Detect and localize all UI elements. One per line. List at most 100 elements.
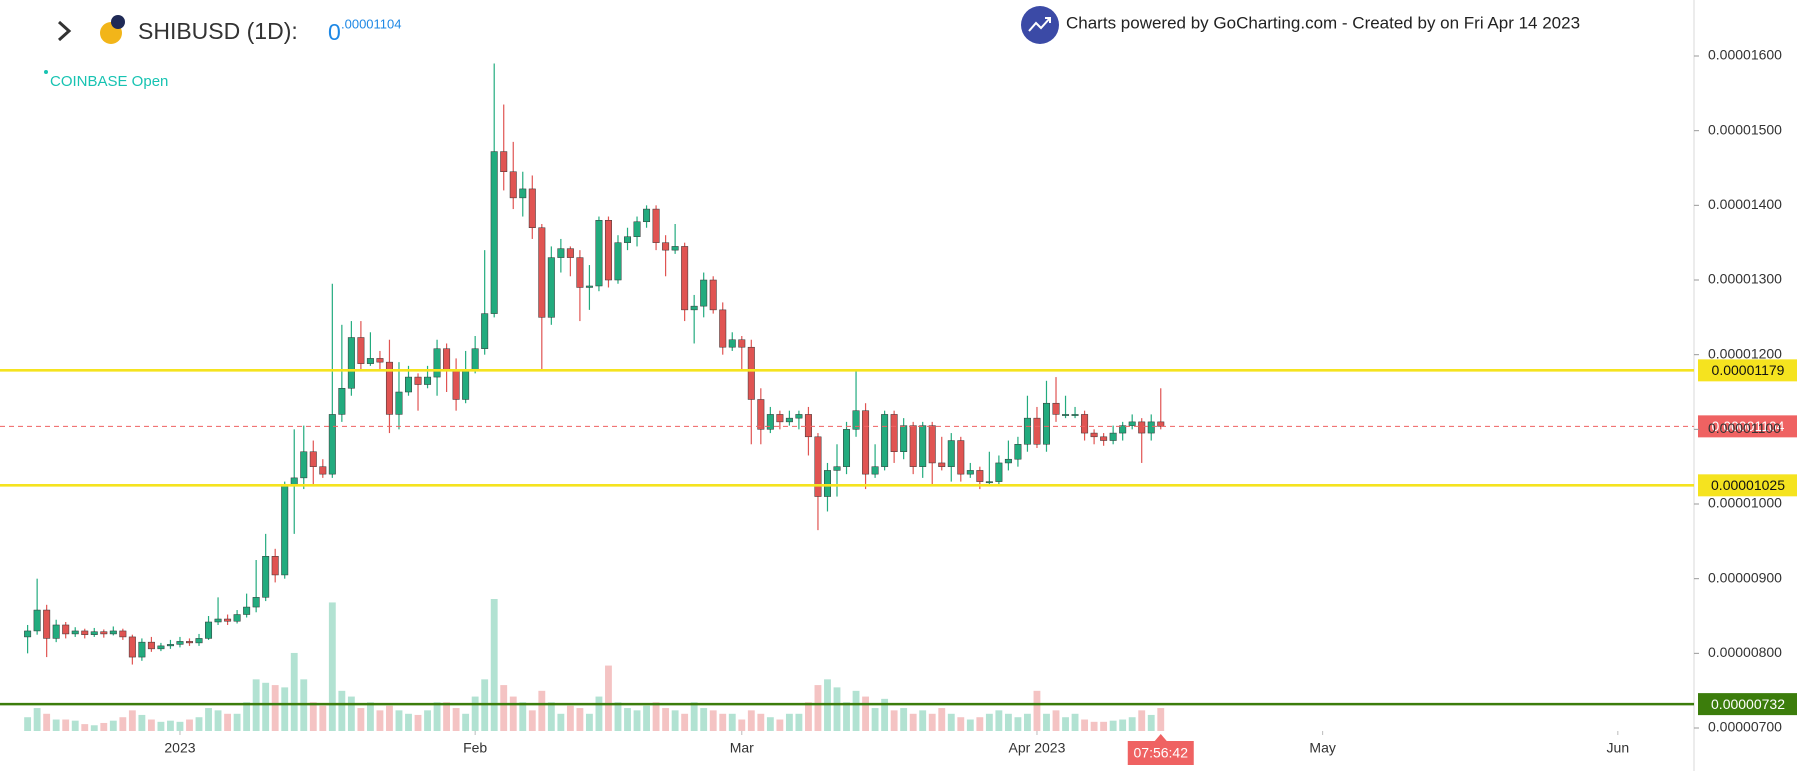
volume-bar xyxy=(176,721,184,731)
candle-body xyxy=(500,151,508,172)
volume-bar xyxy=(528,710,536,731)
candle-body xyxy=(1147,421,1155,434)
volume-bar xyxy=(585,713,593,731)
volume-bar xyxy=(1100,721,1108,731)
candle-body xyxy=(976,470,984,482)
x-tick-label: Jun xyxy=(1607,740,1630,756)
volume-bar xyxy=(633,710,641,731)
candle-body xyxy=(566,248,574,258)
candle-body xyxy=(414,376,422,385)
volume-bar xyxy=(652,702,660,731)
volume-bar xyxy=(881,698,889,731)
volume-bar xyxy=(471,696,479,731)
candle-body xyxy=(424,376,432,385)
volume-bar xyxy=(424,710,431,731)
candle-body xyxy=(385,361,393,415)
candle-body xyxy=(290,477,298,485)
volume-bar xyxy=(309,702,317,731)
volume-bar xyxy=(452,708,460,731)
y-tick-label: 0.00001100 xyxy=(1708,420,1781,436)
volume-bar xyxy=(1090,721,1098,731)
x-tick-label: Feb xyxy=(463,740,487,756)
volume-bar xyxy=(1119,719,1127,731)
volume-bar xyxy=(366,702,374,731)
countdown-pointer xyxy=(1154,734,1167,741)
volume-bar xyxy=(833,687,841,731)
candle-body xyxy=(157,645,165,650)
logo-arrow xyxy=(1028,17,1051,32)
volume-bar xyxy=(862,696,869,731)
volume-bar xyxy=(1109,720,1117,731)
candle-body xyxy=(33,609,41,632)
countdown: 07:56:42 xyxy=(1134,745,1189,761)
volume-bar xyxy=(1043,713,1050,731)
level-price-label: 0.00001025 xyxy=(1711,477,1785,493)
candle-body xyxy=(1014,444,1022,460)
collapse-chevron[interactable] xyxy=(57,20,72,42)
volume-bar xyxy=(995,710,1003,731)
volume-bar xyxy=(509,696,517,731)
candle-body xyxy=(938,462,946,467)
candle-body xyxy=(43,609,51,639)
coin-badge xyxy=(111,15,125,29)
volume-bar xyxy=(147,719,155,731)
candle-body xyxy=(186,641,193,644)
volume-bar xyxy=(1081,719,1089,731)
candle-body xyxy=(376,358,384,363)
volume-bar xyxy=(357,708,365,731)
candle-body xyxy=(624,236,632,243)
volume-bar xyxy=(233,713,241,731)
volume-bar xyxy=(947,713,955,731)
volume-bar xyxy=(843,702,850,731)
volume-bar xyxy=(976,717,984,731)
volume-bar xyxy=(281,687,289,731)
volume-bar xyxy=(414,714,422,731)
volume-bar xyxy=(90,725,98,731)
candle-body xyxy=(633,221,641,237)
y-tick-label: 0.00001200 xyxy=(1708,345,1782,361)
candle-body xyxy=(928,425,936,464)
volume-bar xyxy=(690,702,698,731)
candle-body xyxy=(652,208,660,243)
candle-layer xyxy=(24,63,1165,665)
exchange-status: COINBASE Open xyxy=(50,73,168,90)
y-tick-label: 0.00001300 xyxy=(1708,271,1782,287)
volume-bar xyxy=(376,710,384,731)
volume-bar xyxy=(328,602,336,731)
volume-bar xyxy=(347,696,355,731)
candle-body xyxy=(1043,402,1050,445)
candle-body xyxy=(1004,458,1012,464)
volume-bar xyxy=(462,713,470,731)
candle-body xyxy=(900,425,908,452)
candle-body xyxy=(262,556,270,598)
candle-body xyxy=(823,470,831,497)
volume-bar xyxy=(1052,710,1060,731)
candle-body xyxy=(509,171,517,199)
volume-bar xyxy=(719,713,727,731)
candle-body xyxy=(890,414,898,452)
volume-bar xyxy=(538,690,546,731)
candle-body xyxy=(947,440,955,467)
volume-bar xyxy=(205,708,212,731)
candle-body xyxy=(785,417,793,423)
volume-bar xyxy=(138,714,146,731)
y-tick-label: 0.00001400 xyxy=(1708,196,1782,212)
candle-body xyxy=(538,227,546,318)
volume-bar xyxy=(100,722,108,731)
volume-bar xyxy=(1157,708,1165,731)
candle-body xyxy=(347,337,355,389)
candle-body xyxy=(528,188,536,228)
volume-bar xyxy=(490,599,498,731)
candle-body xyxy=(309,451,317,467)
volume-bar xyxy=(852,690,860,731)
volume-bar xyxy=(157,721,165,731)
candle-body xyxy=(862,410,870,475)
candle-body xyxy=(985,481,993,484)
volume-bar xyxy=(624,708,631,731)
volume-bar xyxy=(662,708,670,731)
countdown-box xyxy=(1127,741,1194,765)
candle-body xyxy=(281,484,289,576)
candle-body xyxy=(300,451,308,479)
x-tick-label: May xyxy=(1309,740,1335,756)
